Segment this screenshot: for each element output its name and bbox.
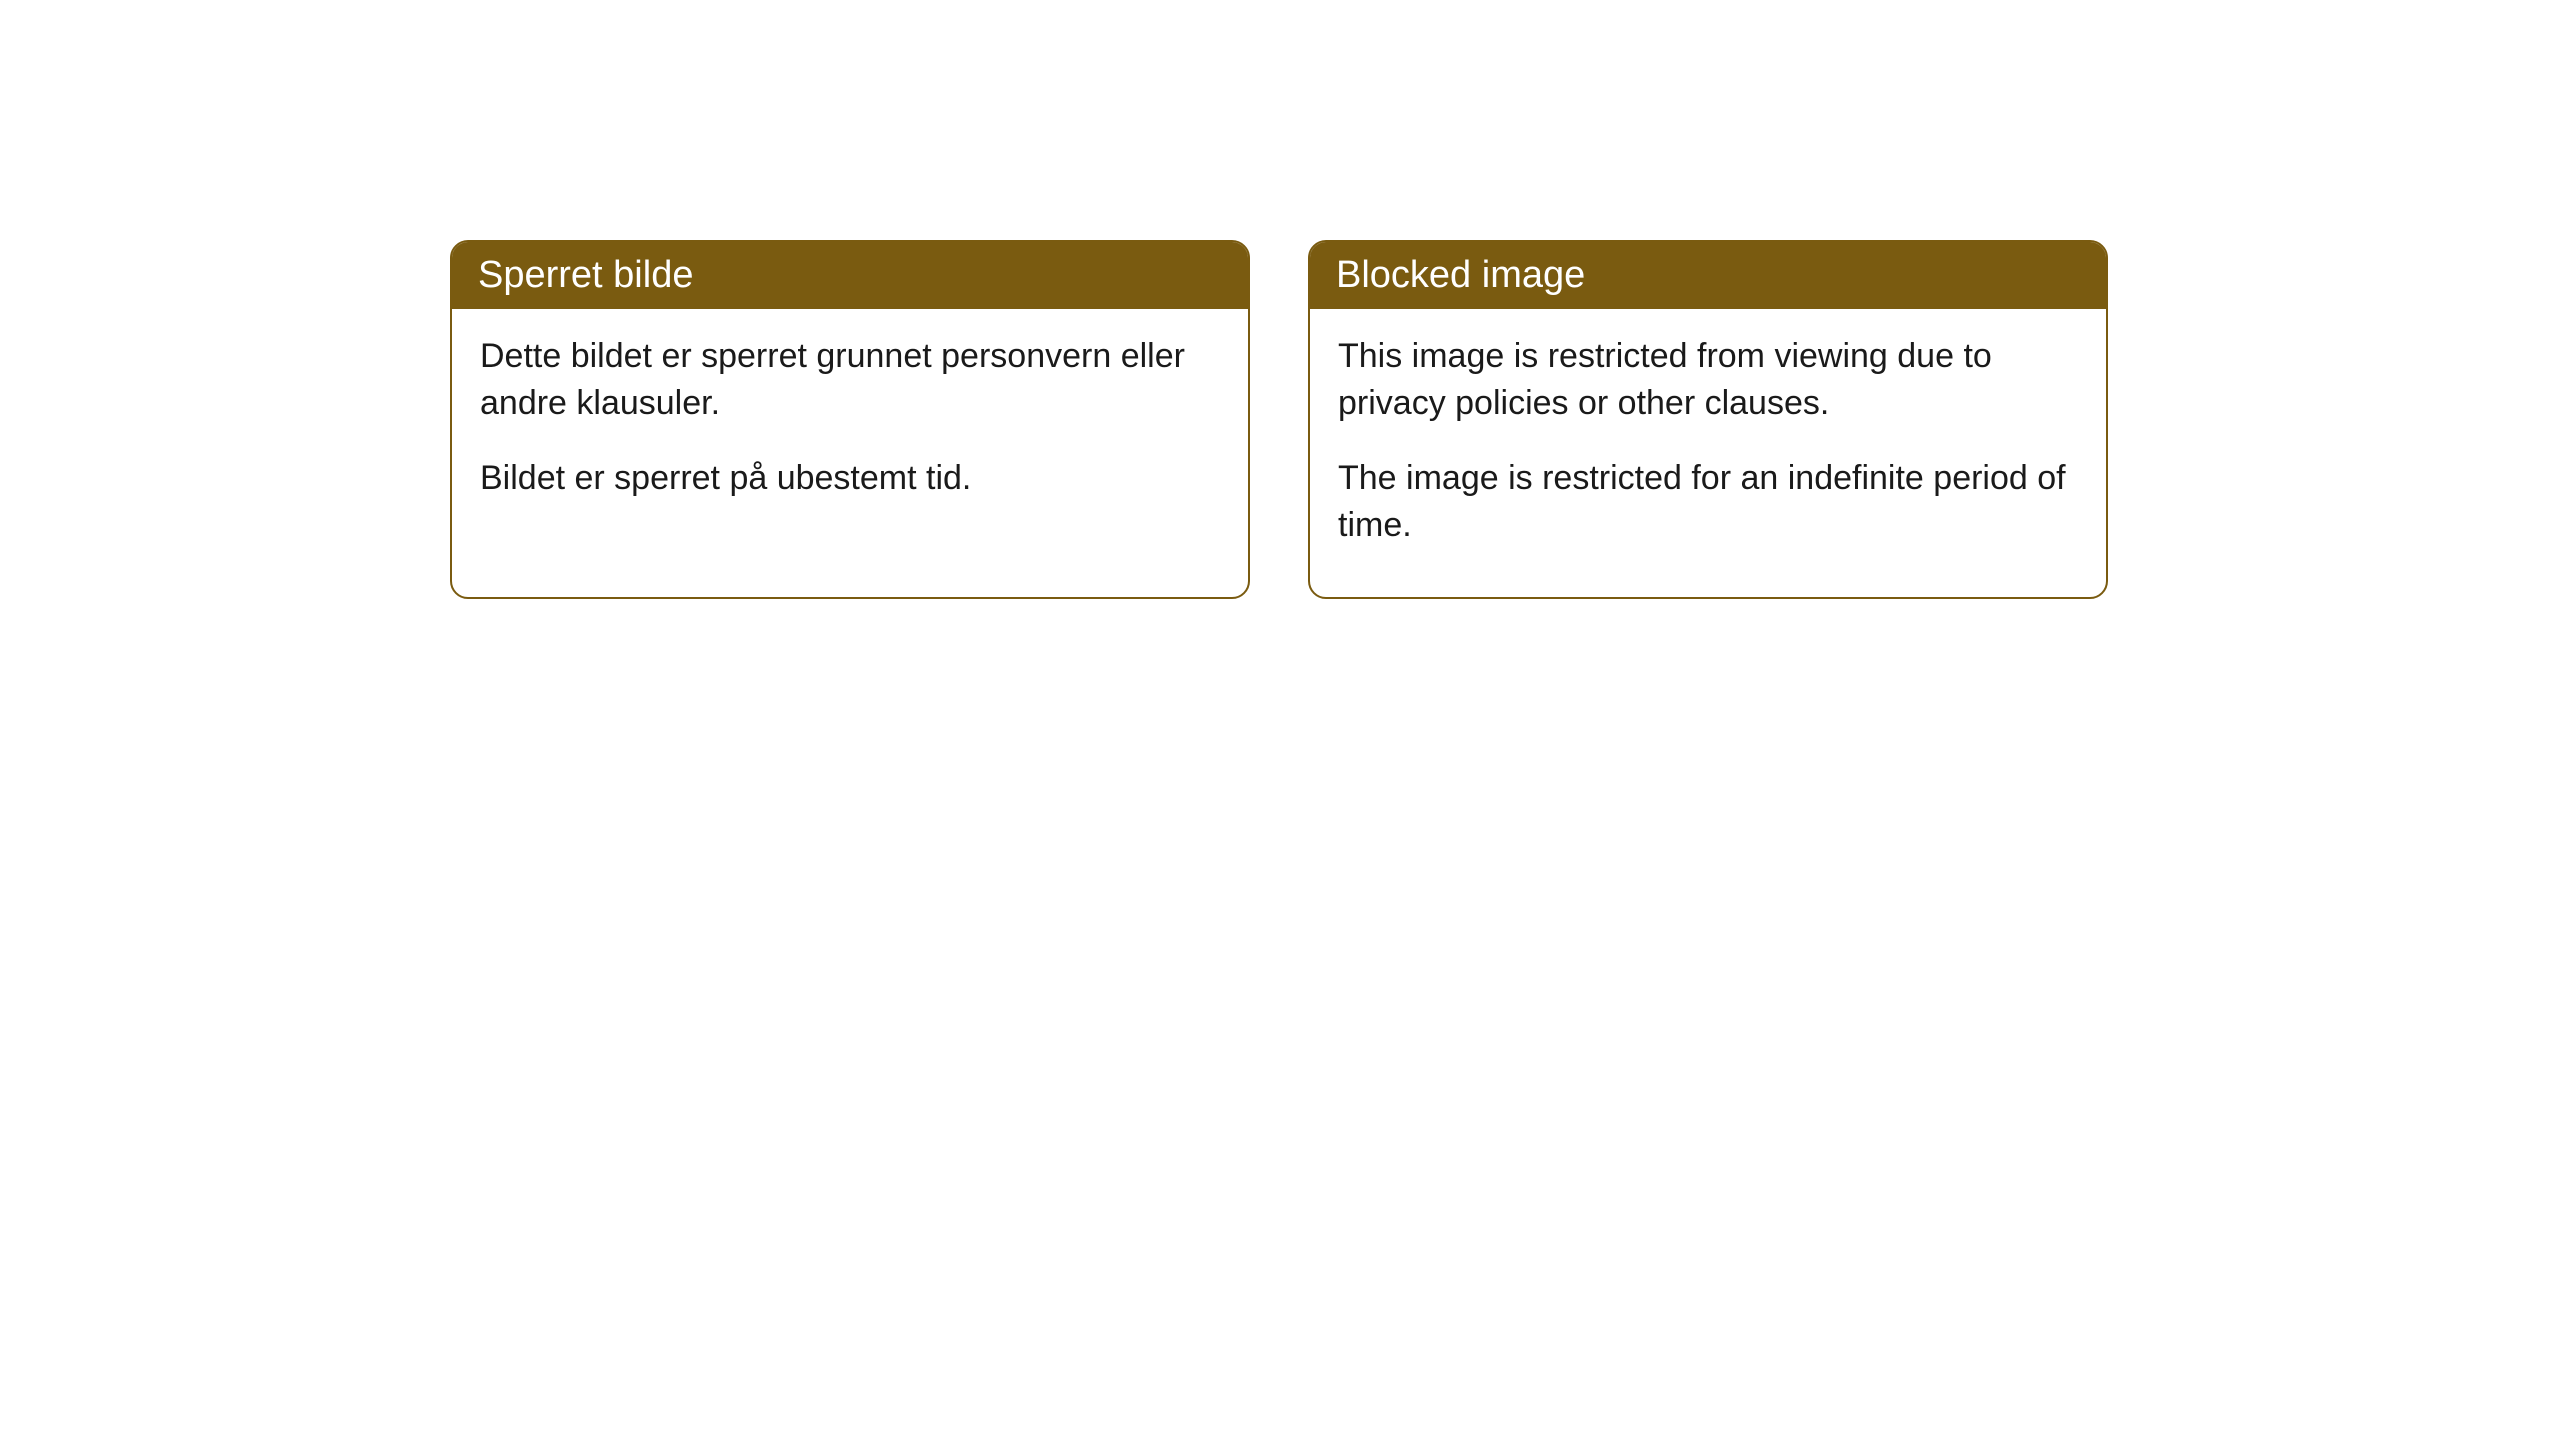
card-body: This image is restricted from viewing du… <box>1310 309 2106 597</box>
card-header: Blocked image <box>1310 242 2106 309</box>
notice-cards-container: Sperret bilde Dette bildet er sperret gr… <box>450 240 2560 599</box>
card-paragraph: Dette bildet er sperret grunnet personve… <box>480 333 1220 427</box>
card-paragraph: This image is restricted from viewing du… <box>1338 333 2078 427</box>
card-title: Blocked image <box>1336 254 1585 296</box>
card-body: Dette bildet er sperret grunnet personve… <box>452 309 1248 550</box>
card-paragraph: Bildet er sperret på ubestemt tid. <box>480 455 1220 502</box>
card-paragraph: The image is restricted for an indefinit… <box>1338 455 2078 549</box>
notice-card-norwegian: Sperret bilde Dette bildet er sperret gr… <box>450 240 1250 599</box>
notice-card-english: Blocked image This image is restricted f… <box>1308 240 2108 599</box>
card-header: Sperret bilde <box>452 242 1248 309</box>
card-title: Sperret bilde <box>478 254 693 296</box>
